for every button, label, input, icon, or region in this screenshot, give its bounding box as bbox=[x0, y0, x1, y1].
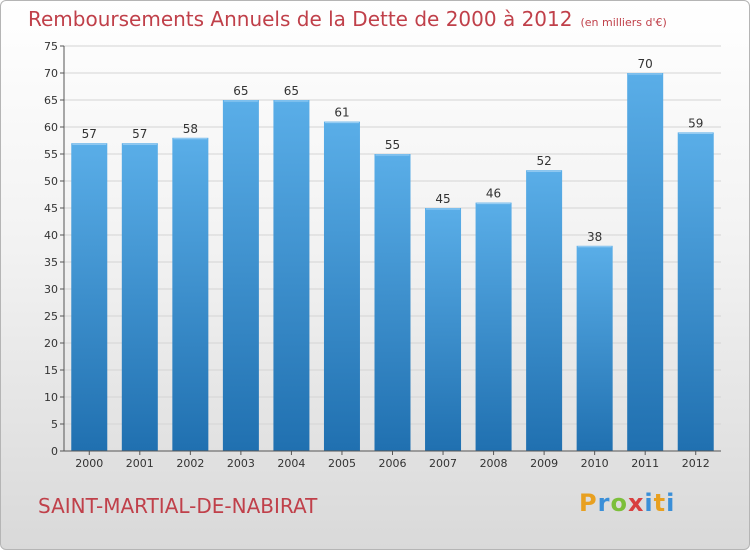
x-tick-label: 2007 bbox=[429, 457, 457, 470]
y-tick-label: 55 bbox=[44, 148, 58, 161]
bar bbox=[576, 245, 613, 451]
logo-letter: x bbox=[627, 489, 645, 517]
data-label: 46 bbox=[486, 187, 501, 201]
y-tick-label: 10 bbox=[44, 391, 58, 404]
x-tick-label: 2009 bbox=[530, 457, 558, 470]
x-tick-label: 2005 bbox=[328, 457, 356, 470]
y-tick-label: 35 bbox=[44, 256, 58, 269]
commune-name: SAINT-MARTIAL-DE-NABIRAT bbox=[38, 494, 318, 518]
data-label: 38 bbox=[587, 230, 602, 244]
data-label: 45 bbox=[435, 192, 450, 206]
bar bbox=[121, 143, 158, 451]
y-tick-label: 75 bbox=[44, 40, 58, 53]
logo-letter: r bbox=[597, 489, 611, 517]
x-tick-label: 2011 bbox=[631, 457, 659, 470]
x-tick-label: 2004 bbox=[277, 457, 305, 470]
data-label: 61 bbox=[334, 106, 349, 120]
data-label: 55 bbox=[385, 138, 400, 152]
logo-letter: t bbox=[653, 489, 667, 517]
data-label: 70 bbox=[638, 57, 653, 71]
bar bbox=[425, 208, 462, 451]
y-tick-label: 50 bbox=[44, 175, 58, 188]
data-label: 52 bbox=[536, 154, 551, 168]
data-label: 57 bbox=[132, 127, 147, 141]
proxiti-logo: Proxiti bbox=[579, 489, 675, 517]
x-tick-label: 2002 bbox=[176, 457, 204, 470]
bar bbox=[222, 100, 259, 451]
y-tick-label: 30 bbox=[44, 283, 58, 296]
logo-letter: i bbox=[666, 489, 676, 517]
y-tick-label: 20 bbox=[44, 337, 58, 350]
y-tick-label: 15 bbox=[44, 364, 58, 377]
x-tick-label: 2001 bbox=[126, 457, 154, 470]
chart-title: Remboursements Annuels de la Dette de 20… bbox=[28, 7, 573, 31]
logo-letter: P bbox=[579, 489, 598, 517]
data-label: 65 bbox=[284, 84, 299, 98]
data-label: 58 bbox=[183, 122, 198, 136]
y-tick-label: 65 bbox=[44, 94, 58, 107]
x-tick-label: 2008 bbox=[480, 457, 508, 470]
logo-letter: o bbox=[610, 489, 628, 517]
y-tick-label: 0 bbox=[51, 445, 58, 458]
y-tick-label: 45 bbox=[44, 202, 58, 215]
x-tick-label: 2003 bbox=[227, 457, 255, 470]
logo-letter: i bbox=[644, 489, 654, 517]
y-tick-label: 60 bbox=[44, 121, 58, 134]
x-tick-label: 2000 bbox=[75, 457, 103, 470]
bar bbox=[323, 121, 360, 451]
bar bbox=[71, 143, 108, 451]
chart-title-block: Remboursements Annuels de la Dette de 20… bbox=[28, 7, 667, 31]
bar bbox=[273, 100, 310, 451]
chart-subtitle: (en milliers d'€) bbox=[580, 16, 667, 29]
data-label: 57 bbox=[82, 127, 97, 141]
bar bbox=[627, 73, 664, 451]
x-tick-label: 2010 bbox=[581, 457, 609, 470]
bar bbox=[475, 202, 512, 451]
y-tick-label: 70 bbox=[44, 67, 58, 80]
data-label: 65 bbox=[233, 84, 248, 98]
y-tick-label: 5 bbox=[51, 418, 58, 431]
y-tick-label: 40 bbox=[44, 229, 58, 242]
bar bbox=[374, 154, 411, 451]
bar bbox=[526, 170, 563, 451]
x-tick-label: 2006 bbox=[379, 457, 407, 470]
x-tick-label: 2012 bbox=[682, 457, 710, 470]
bar bbox=[677, 132, 714, 451]
y-tick-label: 25 bbox=[44, 310, 58, 323]
data-label: 59 bbox=[688, 116, 703, 130]
bar bbox=[172, 137, 209, 452]
